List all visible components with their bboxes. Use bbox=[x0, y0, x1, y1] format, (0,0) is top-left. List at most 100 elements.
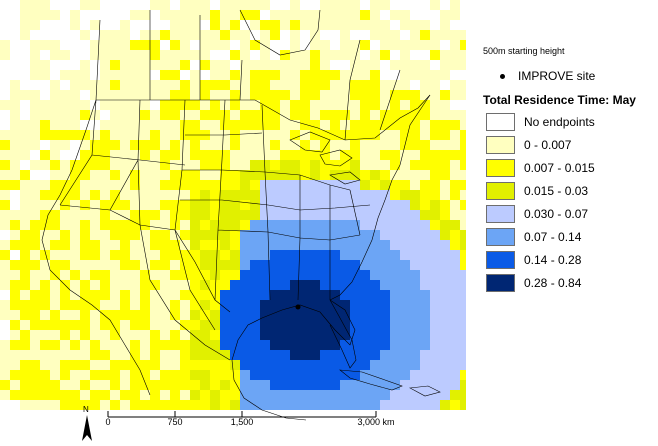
residence-cell bbox=[460, 300, 466, 310]
residence-cell bbox=[80, 210, 90, 220]
residence-cell bbox=[320, 40, 330, 50]
residence-cell bbox=[390, 360, 400, 370]
residence-cell bbox=[60, 380, 70, 390]
residence-cell bbox=[390, 60, 400, 70]
residence-cell bbox=[230, 30, 240, 40]
residence-cell bbox=[380, 80, 390, 90]
residence-cell bbox=[260, 400, 270, 410]
residence-cell bbox=[170, 50, 180, 60]
residence-cell bbox=[110, 60, 120, 70]
residence-cell bbox=[380, 180, 390, 190]
residence-cell bbox=[290, 100, 300, 110]
residence-cell bbox=[350, 380, 360, 390]
residence-cell bbox=[280, 140, 290, 150]
residence-cell bbox=[10, 270, 20, 280]
residence-cell bbox=[160, 180, 170, 190]
residence-cell bbox=[30, 50, 40, 60]
residence-cell bbox=[310, 130, 320, 140]
legend-swatch bbox=[486, 182, 515, 200]
residence-cell bbox=[60, 270, 70, 280]
residence-cell bbox=[20, 270, 30, 280]
residence-cell bbox=[50, 200, 60, 210]
residence-cell bbox=[410, 200, 420, 210]
residence-cell bbox=[310, 380, 320, 390]
residence-cell bbox=[50, 370, 60, 380]
residence-cell bbox=[410, 350, 420, 360]
residence-cell bbox=[320, 140, 330, 150]
residence-cell bbox=[60, 110, 70, 120]
residence-cell bbox=[170, 250, 180, 260]
residence-cell bbox=[260, 0, 270, 10]
residence-cell bbox=[360, 340, 370, 350]
residence-cell bbox=[120, 140, 130, 150]
residence-cell bbox=[140, 270, 150, 280]
residence-cell bbox=[440, 210, 450, 220]
legend-subtitle: 500m starting height bbox=[483, 46, 565, 56]
residence-cell bbox=[340, 40, 350, 50]
residence-cell bbox=[280, 280, 290, 290]
residence-cell bbox=[410, 120, 420, 130]
residence-cell bbox=[380, 310, 390, 320]
residence-cell bbox=[80, 320, 90, 330]
residence-cell bbox=[150, 200, 160, 210]
residence-cell bbox=[90, 150, 100, 160]
residence-cell bbox=[310, 120, 320, 130]
residence-cell bbox=[430, 200, 440, 210]
residence-cell bbox=[170, 300, 180, 310]
residence-cell bbox=[430, 330, 440, 340]
residence-cell bbox=[260, 130, 270, 140]
residence-cell bbox=[180, 320, 190, 330]
residence-cell bbox=[430, 390, 440, 400]
residence-cell bbox=[10, 390, 20, 400]
residence-cell bbox=[210, 140, 220, 150]
residence-cell bbox=[190, 280, 200, 290]
residence-cell bbox=[350, 240, 360, 250]
residence-cell bbox=[170, 230, 180, 240]
residence-cell bbox=[10, 310, 20, 320]
residence-cell bbox=[270, 20, 280, 30]
legend-class-label: 0.030 - 0.07 bbox=[524, 207, 589, 221]
residence-cell bbox=[20, 390, 30, 400]
residence-cell bbox=[190, 180, 200, 190]
residence-cell bbox=[400, 60, 410, 70]
residence-cell bbox=[110, 160, 120, 170]
residence-cell bbox=[70, 350, 80, 360]
residence-cell bbox=[390, 380, 400, 390]
residence-cell bbox=[260, 150, 270, 160]
residence-cell bbox=[60, 290, 70, 300]
residence-cell bbox=[390, 370, 400, 380]
residence-cell bbox=[200, 120, 210, 130]
residence-cell bbox=[20, 330, 30, 340]
residence-cell bbox=[140, 380, 150, 390]
residence-cell bbox=[420, 120, 430, 130]
residence-time-map[interactable]: N 0 750 1,500 3,000 km bbox=[0, 0, 466, 446]
residence-cell bbox=[320, 170, 330, 180]
legend-class-label: 0.14 - 0.28 bbox=[524, 253, 582, 267]
residence-cell bbox=[0, 340, 10, 350]
residence-cell bbox=[40, 10, 50, 20]
residence-cell bbox=[330, 70, 340, 80]
residence-cell bbox=[150, 140, 160, 150]
residence-cell bbox=[110, 150, 120, 160]
residence-cell bbox=[270, 250, 280, 260]
residence-cell bbox=[190, 260, 200, 270]
residence-cell bbox=[340, 100, 350, 110]
residence-cell bbox=[150, 210, 160, 220]
residence-cell bbox=[10, 260, 20, 270]
residence-cell bbox=[280, 320, 290, 330]
residence-cell bbox=[50, 100, 60, 110]
residence-cell bbox=[340, 120, 350, 130]
residence-cell bbox=[140, 280, 150, 290]
residence-cell bbox=[360, 280, 370, 290]
residence-cell bbox=[100, 30, 110, 40]
residence-cell bbox=[230, 110, 240, 120]
residence-cell bbox=[260, 360, 270, 370]
residence-cell bbox=[350, 210, 360, 220]
residence-cell bbox=[210, 150, 220, 160]
residence-cell bbox=[200, 250, 210, 260]
residence-cell bbox=[260, 300, 270, 310]
residence-cell bbox=[430, 210, 440, 220]
residence-cell bbox=[430, 160, 440, 170]
residence-cell bbox=[150, 380, 160, 390]
residence-cell bbox=[140, 150, 150, 160]
